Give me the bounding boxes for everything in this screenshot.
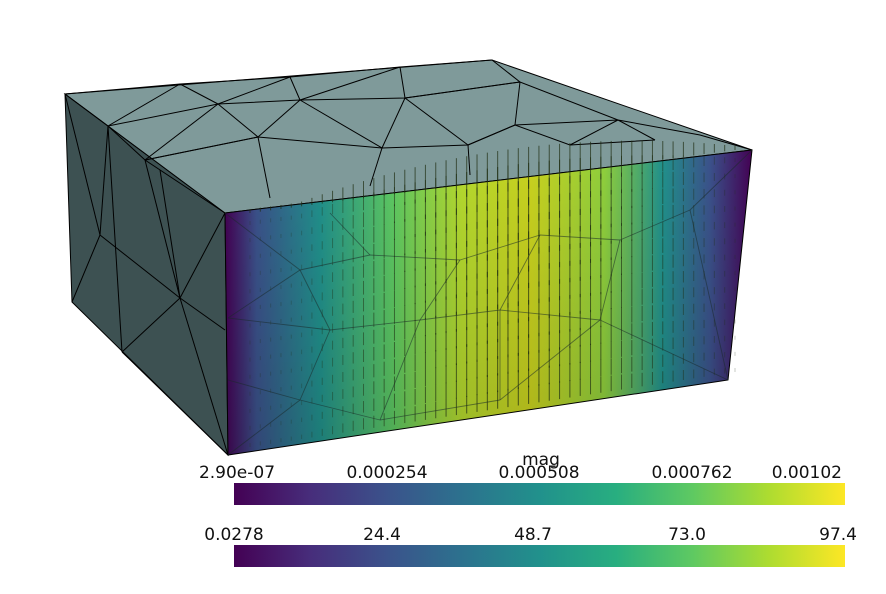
colorbar-tick-label: 97.4 — [819, 525, 857, 545]
colorbar-tick-label: 0.00102 — [772, 463, 842, 483]
colorbar-tick-label: 2.90e-07 — [199, 463, 275, 483]
colorbar-tick-label: 0.000762 — [651, 463, 732, 483]
front-mesh-edges — [224, 149, 753, 456]
colorbar-secondary[interactable]: 0.0278 24.4 48.7 73.0 97.4 — [204, 525, 857, 567]
vector-glyphs — [249, 140, 736, 447]
colorbar-tick-label: 0.000254 — [346, 463, 427, 483]
colorbar-mag[interactable]: mag 2.90e-07 0.000254 0.000508 0.000762 … — [199, 450, 845, 505]
side-mesh-edges — [64, 93, 229, 456]
colorbar-gradient — [234, 483, 845, 505]
colorbar-tick-label: 48.7 — [514, 525, 552, 545]
colorbar-tick-label: 0.0278 — [204, 525, 263, 545]
colorbar-tick-label: 24.4 — [363, 525, 401, 545]
colorbar-title: mag — [522, 450, 560, 470]
colorbar-tick-label: 0.000508 — [498, 463, 579, 483]
colorbar-gradient — [234, 545, 845, 567]
colorbar-tick-label: 73.0 — [668, 525, 706, 545]
mesh-box — [63, 59, 753, 457]
top-mesh-edges — [64, 59, 753, 214]
